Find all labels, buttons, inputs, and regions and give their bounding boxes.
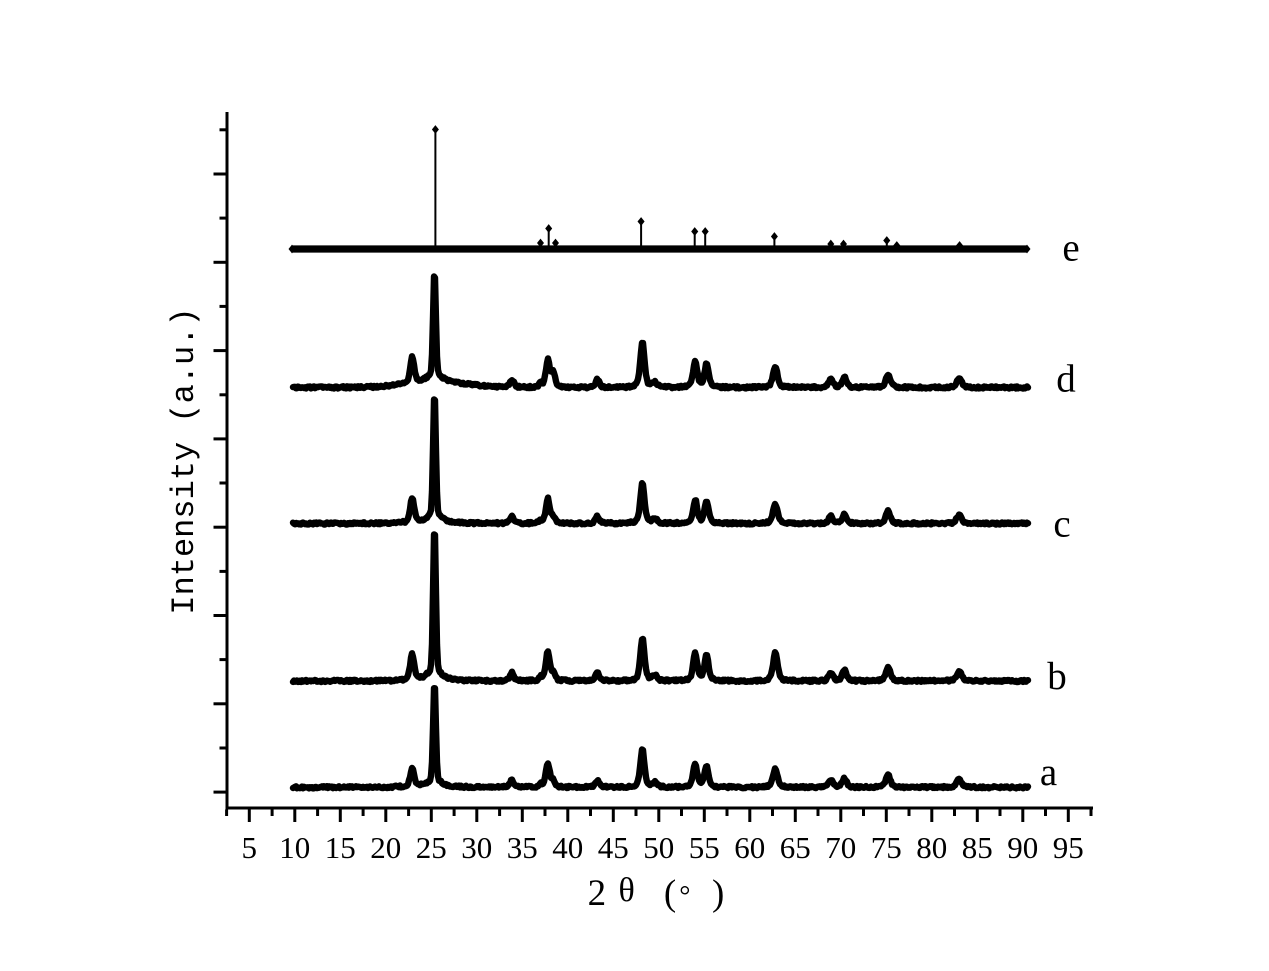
svg-text:90: 90 [1007, 830, 1038, 865]
svg-text:50: 50 [643, 830, 674, 865]
svg-text:15: 15 [325, 830, 356, 865]
svg-text:35: 35 [507, 830, 538, 865]
svg-text:a: a [1040, 751, 1057, 794]
svg-text:95: 95 [1053, 830, 1084, 865]
svg-text:20: 20 [370, 830, 401, 865]
svg-text:60: 60 [734, 830, 765, 865]
svg-text:Intensity (a.u.): Intensity (a.u.) [166, 307, 203, 614]
svg-text:30: 30 [461, 830, 492, 865]
svg-text:b: b [1047, 655, 1067, 698]
svg-text:c: c [1053, 503, 1070, 546]
svg-text:85: 85 [962, 830, 993, 865]
svg-text:2 θ ( ° ): 2 θ ( ° ) [588, 872, 725, 914]
svg-text:70: 70 [825, 830, 856, 865]
svg-text:80: 80 [916, 830, 947, 865]
svg-text:25: 25 [416, 830, 447, 865]
svg-text:65: 65 [780, 830, 811, 865]
svg-text:40: 40 [552, 830, 583, 865]
svg-text:5: 5 [242, 830, 258, 865]
svg-text:55: 55 [689, 830, 720, 865]
svg-text:75: 75 [871, 830, 902, 865]
svg-text:45: 45 [598, 830, 629, 865]
svg-text:e: e [1062, 227, 1079, 270]
svg-text:d: d [1056, 358, 1076, 401]
svg-text:10: 10 [279, 830, 310, 865]
